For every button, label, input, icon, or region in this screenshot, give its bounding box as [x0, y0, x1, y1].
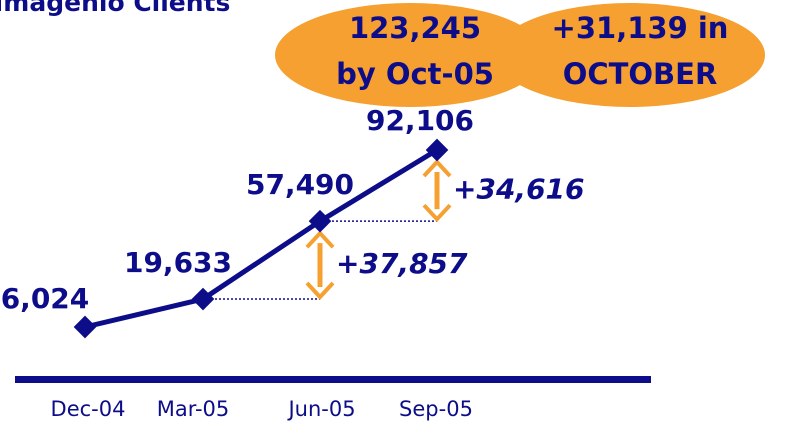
callout-text: 123,245 [349, 11, 481, 45]
callout-text: OCTOBER [563, 57, 718, 91]
chart-title: Imagenio Clients [0, 0, 230, 17]
marker [73, 315, 97, 339]
change-label: +34,616 [453, 173, 585, 206]
callout-text: by Oct-05 [336, 57, 494, 91]
callout-bubble [275, 3, 545, 107]
callout-text: +31,139 in [552, 11, 729, 45]
change-arrow-head [422, 203, 452, 223]
callout-bubble [495, 3, 765, 107]
marker [425, 138, 449, 162]
x-tick-label: Dec-04 [51, 397, 126, 421]
series-line [84, 147, 439, 330]
value-label: 92,106 [366, 104, 474, 137]
change-arrow-head [305, 230, 335, 249]
baseline [15, 376, 651, 383]
change-arrow-head [422, 159, 452, 178]
change-label: +37,857 [336, 247, 468, 280]
change-arrow-head [305, 281, 335, 300]
value-label: 6,024 [1, 282, 90, 315]
x-tick-label: Jun-05 [286, 397, 355, 421]
x-tick-label: Mar-05 [157, 397, 230, 421]
value-label: 57,490 [246, 168, 354, 201]
value-label: 19,633 [124, 246, 232, 279]
x-tick-label: Sep-05 [399, 397, 473, 421]
